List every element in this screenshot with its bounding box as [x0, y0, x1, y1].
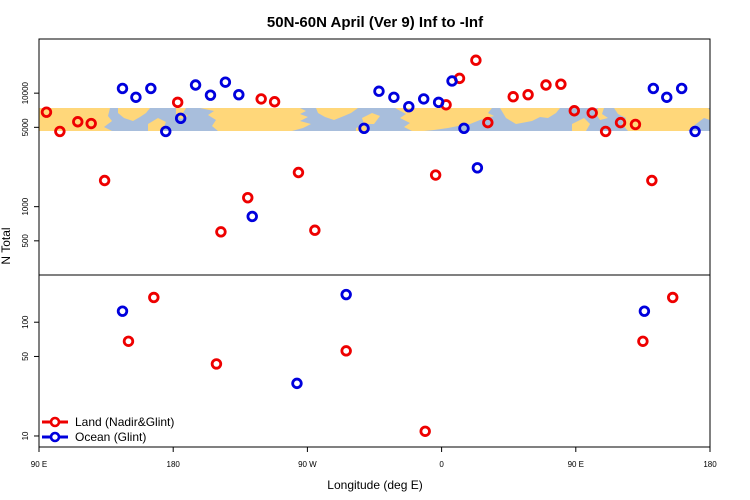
upper-ocean-point-22: [689, 125, 701, 138]
lower-ocean-point-1: [291, 377, 303, 390]
upper-land-point-25: [629, 118, 642, 131]
upper-points: [40, 54, 701, 238]
upper-y-tick-label-0: 500: [21, 234, 30, 248]
upper-land-point-8: [255, 93, 267, 105]
upper-ocean-point-11: [373, 85, 385, 97]
upper-land-point-6: [215, 226, 227, 238]
legend-label-ocean: Ocean (Glint): [75, 430, 146, 444]
y-axis-label: N Total: [0, 227, 13, 264]
upper-land-point-0: [40, 106, 53, 118]
upper-ocean-point-1: [130, 91, 142, 103]
upper-ocean-point-8: [233, 88, 245, 101]
upper-ocean-point-13: [403, 100, 415, 113]
upper-land-point-12: [429, 169, 442, 181]
upper-land-point-18: [522, 88, 534, 101]
upper-land-point-5: [171, 96, 184, 109]
lower-land-point-2: [210, 358, 223, 370]
upper-land-point-21: [568, 105, 581, 117]
upper-ocean-point-10: [358, 122, 370, 135]
upper-ocean-point-21: [675, 82, 688, 95]
upper-ocean-point-16: [446, 75, 458, 87]
lower-y-axis: 10 50 100: [21, 315, 39, 440]
legend: Land (Nadir&Glint) Ocean (Glint): [42, 415, 174, 444]
map-strip: [39, 108, 710, 131]
lower-land-point-6: [667, 291, 679, 304]
upper-land-point-9: [268, 96, 281, 108]
lower-ocean-point-0: [116, 305, 129, 317]
x-tick-label-1: 180: [167, 460, 181, 469]
lower-land-point-3: [340, 345, 352, 357]
upper-land-point-7: [242, 191, 254, 204]
upper-ocean-point-12: [388, 91, 400, 103]
upper-land-point-17: [507, 91, 519, 103]
lower-land-point-4: [419, 425, 431, 437]
x-axis: 90 E 180 90 W 0 90 E 180: [31, 447, 717, 469]
upper-land-point-1: [54, 125, 66, 138]
upper-ocean-point-14: [418, 93, 430, 105]
upper-land-point-20: [555, 78, 567, 90]
x-tick-label-4: 90 E: [568, 460, 584, 469]
upper-land-point-24: [614, 116, 627, 129]
upper-y-tick-label-3: 10000: [21, 81, 30, 104]
upper-ocean-point-6: [204, 89, 217, 101]
x-tick-label-3: 0: [439, 460, 444, 469]
lower-y-tick-label-1: 50: [21, 351, 30, 360]
upper-land-point-22: [586, 107, 598, 119]
upper-ocean-point-20: [661, 91, 673, 103]
upper-ocean-point-7: [219, 76, 232, 88]
lower-land-point-5: [637, 335, 649, 347]
lower-y-tick-label-0: 10: [21, 431, 30, 440]
lower-panel: 10 50 100: [21, 288, 679, 440]
upper-land-point-4: [98, 174, 111, 187]
upper-ocean-point-9: [246, 210, 258, 223]
upper-ocean-point-19: [647, 82, 660, 95]
lower-land-point-0: [122, 335, 135, 347]
upper-land-point-23: [599, 125, 612, 138]
upper-land-point-11: [309, 224, 321, 236]
legend-item-land: Land (Nadir&Glint): [42, 415, 174, 429]
upper-ocean-point-5: [189, 79, 202, 91]
upper-ocean-point-2: [145, 82, 157, 95]
lower-y-tick-label-2: 100: [21, 315, 30, 329]
lower-ocean-point-3: [638, 305, 651, 317]
plot-frame: [38, 38, 711, 448]
upper-ocean-point-17: [458, 122, 470, 135]
upper-ocean-point-4: [174, 112, 187, 125]
upper-land-point-15: [470, 54, 482, 66]
legend-item-ocean: Ocean (Glint): [42, 430, 146, 444]
upper-ocean-point-15: [432, 96, 445, 109]
upper-ocean-point-18: [471, 162, 484, 174]
upper-y-axis: 500 1000 5000 10000: [21, 81, 39, 248]
x-tick-label-0: 90 E: [31, 460, 47, 469]
upper-land-point-19: [540, 79, 552, 91]
upper-land-point-10: [292, 166, 305, 179]
upper-y-tick-label-1: 1000: [21, 197, 30, 215]
upper-land-point-26: [646, 174, 658, 187]
upper-land-point-3: [85, 117, 97, 130]
lower-land-point-1: [148, 291, 160, 304]
lower-ocean-point-2: [340, 288, 352, 301]
chart-title: 50N-60N April (Ver 9) Inf to -Inf: [267, 14, 484, 31]
map-land: [39, 108, 710, 131]
upper-land-point-16: [482, 116, 494, 129]
upper-y-tick-label-2: 5000: [21, 118, 30, 136]
lower-points: [116, 288, 679, 437]
x-tick-label-5: 180: [703, 460, 717, 469]
upper-land-point-2: [72, 116, 84, 128]
legend-label-land: Land (Nadir&Glint): [75, 415, 174, 429]
upper-ocean-point-0: [116, 82, 129, 95]
x-axis-label: Longitude (deg E): [327, 478, 422, 492]
x-tick-label-2: 90 W: [298, 460, 317, 469]
upper-ocean-point-3: [160, 125, 172, 138]
upper-panel: 500 1000 5000 10000: [21, 54, 710, 248]
